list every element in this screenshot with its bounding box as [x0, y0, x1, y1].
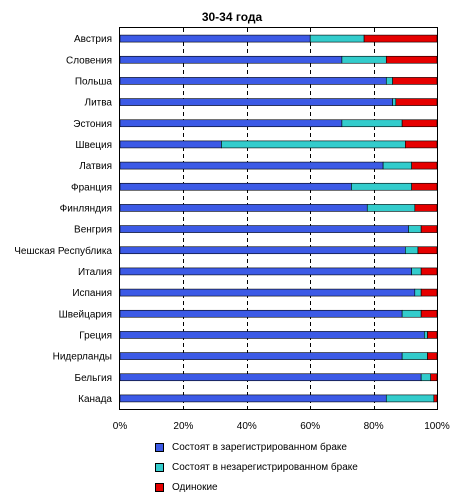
bar-италия-series-1 — [411, 267, 422, 276]
bar-швейцария-series-2 — [420, 309, 438, 318]
bars — [119, 34, 438, 403]
x-tick-20: 20% — [173, 421, 193, 432]
bar-эстония-series-1 — [341, 119, 403, 128]
bar-испания-series-0 — [119, 288, 416, 297]
legend-swatch-unregistered — [155, 462, 164, 472]
category-label-литва: Литва — [85, 98, 113, 109]
bar-словения-series-1 — [341, 55, 387, 64]
category-label-словения: Словения — [66, 55, 112, 66]
category-label-канада: Канада — [78, 394, 112, 405]
category-label-греция: Греция — [79, 330, 112, 341]
bar-италия-series-2 — [420, 267, 438, 276]
category-label-чешская-республика: Чешская Республика — [14, 245, 112, 257]
bar-испания-series-2 — [420, 288, 438, 297]
bar-словения-series-0 — [119, 55, 343, 64]
bar-канада-series-2 — [433, 394, 438, 403]
category-label-швейцария: Швейцария — [59, 309, 112, 320]
bar-латвия-series-0 — [119, 161, 384, 170]
bar-словения-series-2 — [385, 55, 438, 64]
bar-финляндия-series-1 — [366, 204, 416, 212]
bar-венгрия-series-0 — [119, 225, 409, 233]
category-label-испания: Испания — [72, 288, 112, 299]
legend-label-registered: Состоят в зарегистрированном браке — [172, 441, 347, 453]
legend-label-single: Одинокие — [172, 481, 218, 493]
legend-label-unregistered: Состоят в незарегистрированном браке — [172, 461, 358, 473]
bar-бельгия-series-2 — [430, 373, 438, 382]
plot-frame — [119, 27, 438, 410]
bar-венгрия-series-1 — [408, 225, 422, 233]
bar-нидерланды-series-2 — [427, 352, 438, 360]
bar-литва-series-0 — [119, 98, 393, 106]
bar-швеция-series-1 — [221, 140, 406, 149]
x-tick-60: 60% — [300, 421, 320, 432]
category-labels: Австрия Словения Польша Литва Эстония Швеция Л… — [14, 34, 112, 405]
x-tick-100: 100% — [424, 421, 450, 432]
bar-финляндия-series-0 — [119, 204, 368, 212]
bar-финляндия-series-2 — [414, 204, 438, 212]
bar-латвия-series-2 — [411, 161, 438, 170]
bar-испания-series-1 — [414, 288, 422, 297]
bar-канада-series-1 — [385, 394, 435, 403]
bar-австрия-series-1 — [309, 34, 365, 43]
category-label-австрия: Австрия — [74, 34, 112, 45]
bar-венгрия-series-2 — [420, 225, 438, 233]
bar-италия-series-0 — [119, 267, 412, 276]
bar-бельгия-series-0 — [119, 373, 422, 382]
x-tick-0: 0% — [113, 421, 128, 432]
bar-австрия-series-2 — [363, 34, 438, 43]
bar-чешская-республика-series-1 — [404, 246, 419, 255]
chart-title: 30-34 года — [202, 10, 263, 24]
bar-франция-series-2 — [411, 182, 438, 191]
legend: Состоят в зарегистрированном браке Состо… — [155, 437, 455, 497]
bar-греция-series-0 — [119, 331, 425, 339]
legend-swatch-single — [155, 482, 164, 492]
x-tick-labels: 0% 20% 40% 60% 80% 100% — [113, 421, 450, 432]
bar-эстония-series-0 — [119, 119, 343, 128]
bar-швеция-series-2 — [404, 140, 438, 149]
grid-lines — [183, 28, 375, 409]
bar-литва-series-1 — [392, 98, 397, 106]
legend-item-single: Одинокие — [155, 477, 455, 497]
bar-швейцария-series-0 — [119, 309, 403, 318]
bar-франция-series-0 — [119, 182, 352, 191]
category-label-бельгия: Бельгия — [75, 373, 113, 384]
bar-польша-series-2 — [392, 77, 438, 85]
bar-греция-series-2 — [427, 331, 438, 339]
bar-канада-series-0 — [119, 394, 387, 403]
category-label-эстония: Эстония — [73, 119, 112, 130]
bar-нидерланды-series-0 — [119, 352, 403, 360]
legend-swatch-registered — [155, 442, 164, 452]
x-tick-40: 40% — [237, 421, 257, 432]
legend-item-unregistered: Состоят в незарегистрированном браке — [155, 457, 455, 477]
legend-item-registered: Состоят в зарегистрированном браке — [155, 437, 455, 457]
bar-швейцария-series-1 — [401, 309, 422, 318]
bar-латвия-series-1 — [382, 161, 412, 170]
bar-польша-series-1 — [385, 77, 393, 85]
bar-греция-series-1 — [424, 331, 428, 339]
category-label-польша: Польша — [75, 76, 113, 87]
x-tick-80: 80% — [364, 421, 384, 432]
bar-нидерланды-series-1 — [401, 352, 428, 360]
bar-чешская-республика-series-0 — [119, 246, 406, 255]
bar-австрия-series-0 — [119, 34, 311, 43]
category-label-венгрия: Венгрия — [74, 225, 112, 236]
category-label-финляндия: Финляндия — [60, 203, 112, 214]
bar-чешская-республика-series-2 — [417, 246, 438, 255]
bar-бельгия-series-1 — [420, 373, 431, 382]
bar-франция-series-1 — [351, 182, 412, 191]
category-label-нидерланды: Нидерланды — [53, 352, 112, 363]
bar-литва-series-2 — [395, 98, 438, 106]
category-label-франция: Франция — [71, 182, 112, 193]
category-label-латвия: Латвия — [79, 161, 112, 172]
category-label-италия: Италия — [78, 267, 112, 278]
bar-польша-series-0 — [119, 77, 387, 85]
bar-швеция-series-0 — [119, 140, 222, 149]
bar-эстония-series-2 — [401, 119, 438, 128]
category-label-швеция: Швеция — [75, 140, 112, 151]
